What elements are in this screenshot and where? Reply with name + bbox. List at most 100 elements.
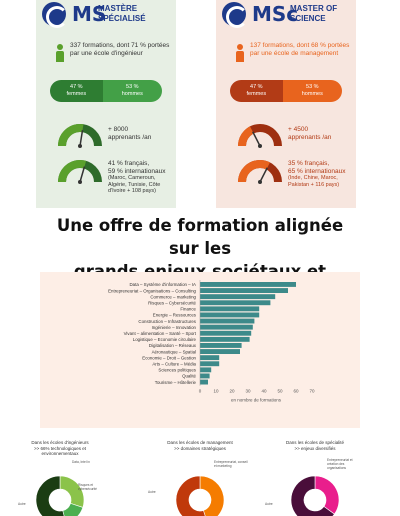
x-tick-label: 0 <box>199 389 202 394</box>
gauge-fill <box>238 126 254 147</box>
msc-logo-abbr: MSc <box>252 2 299 26</box>
bar-category-label: Risques – Cybersécurité <box>148 301 196 306</box>
donut-title-line1: Dans les écoles de management <box>167 440 233 445</box>
ms-men-label: hommes <box>121 91 143 97</box>
msc-learners-gauge-icon <box>238 124 282 148</box>
x-tick-label: 30 <box>245 389 251 394</box>
donut-management: Dans les écoles de management >> domaine… <box>148 440 250 516</box>
donut-slice <box>199 475 225 516</box>
person-icon <box>56 44 64 62</box>
msc-women-value: 47 % <box>250 84 263 90</box>
x-tick-label: 10 <box>213 389 219 394</box>
donut-label: Autre <box>18 502 26 506</box>
ms-gender-bar: 47 % femmes 53 % hommes <box>50 80 162 102</box>
bar <box>200 282 296 287</box>
bar-chart-svg: Data – Système d'information – IAEntrepr… <box>108 280 315 403</box>
donut-title-line1: Dans les écoles de spécialité <box>285 440 345 445</box>
msc-intl-line1: 35 % français, <box>288 160 330 167</box>
ms-logo-icon <box>42 2 68 28</box>
msc-logo-icon <box>222 2 248 28</box>
ms-men-segment: 53 % hommes <box>102 80 162 102</box>
gauge-fill <box>58 160 87 183</box>
donut-title: Dans les écoles de management >> domaine… <box>150 440 250 451</box>
section-headline: Une offre de formation alignée sur les g… <box>40 214 360 304</box>
bar <box>200 343 242 348</box>
bar-category-label: Ingénierie – Innovation <box>152 325 197 330</box>
ms-panel: MS Mastère spécialisé 337 formations, do… <box>36 0 176 208</box>
donut-title-line2: >> enjeux diversifiés <box>294 445 336 451</box>
ms-logo-text: Mastère spécialisé <box>98 4 146 23</box>
bar <box>200 330 252 336</box>
gauge-hub <box>78 180 82 184</box>
bar-category-label: Finance <box>180 307 196 312</box>
x-tick-label: 50 <box>277 389 283 394</box>
donut-svg <box>290 475 340 516</box>
bar-category-label: Digitalisation – Réseaux <box>149 343 197 348</box>
bar-category-label: Vivant – alimentation – Santé – Sport <box>124 331 197 336</box>
msc-women-segment: 47 % femmes <box>230 80 283 102</box>
msc-logo: MSc Master of Science <box>222 2 352 28</box>
gauge-needle <box>79 166 86 183</box>
donut-title: Dans les écoles de spécialité >> enjeux … <box>265 440 365 451</box>
bar-category-label: Sciences politiques <box>158 368 196 373</box>
donut-label: Entrepreneuriat, conseil et marketing <box>214 460 248 468</box>
bar <box>200 355 220 361</box>
ms-learners-text: + 8000 apprenants /an <box>108 126 174 141</box>
donut-title-line2: >> domaines stratégiques <box>174 445 226 451</box>
x-tick-label: 60 <box>293 389 299 394</box>
bar-category-label: Logistique – Economie circulaire <box>133 337 197 342</box>
gauge-hub <box>258 144 262 148</box>
donut-specialty: Dans les écoles de spécialité >> enjeux … <box>265 440 365 516</box>
msc-men-segment: 53 % hommes <box>282 80 342 102</box>
msc-learners-value: + 4500 <box>288 126 309 133</box>
ms-women-segment: 47 % femmes <box>50 80 103 102</box>
msc-men-value: 53 % <box>306 84 319 90</box>
donut-title: Dans les écoles d'ingénieurs >> 66% tech… <box>10 440 110 457</box>
bar <box>200 318 255 324</box>
msc-intl-text: 35 % français, 65 % internationaux (Inde… <box>288 160 354 188</box>
gauge-needle <box>252 131 261 147</box>
bar <box>200 312 260 318</box>
person-icon <box>236 44 244 62</box>
ms-intl-text: 41 % français, 59 % internationaux (Maro… <box>108 160 174 195</box>
x-axis-label: en nombre de formations <box>231 398 282 403</box>
gauge-needle <box>259 167 268 183</box>
msc-men-label: hommes <box>301 91 323 97</box>
ms-intl-detail: (Maroc, Cameroun, Algérie, Tunisie, Côte… <box>108 175 161 194</box>
msc-intl-line2: 65 % internationaux <box>288 167 346 175</box>
bar-category-label: Qualité <box>182 374 196 379</box>
ms-formations-text: 337 formations, dont 71 % portées par un… <box>70 42 170 57</box>
bar-category-label: Aéronautique – Spatial <box>152 349 196 354</box>
msc-logo-text: Master of Science <box>290 4 338 23</box>
msc-intl-gauge-icon <box>238 160 282 184</box>
ms-men-value: 53 % <box>126 84 139 90</box>
donut-svg <box>35 475 85 516</box>
bar <box>200 361 220 367</box>
ms-learners-value: + 8000 <box>108 126 129 133</box>
bar <box>200 336 250 342</box>
msc-gender-bar: 47 % femmes 53 % hommes <box>230 80 342 102</box>
donut-title-line3: environnementaux <box>41 451 79 456</box>
x-tick-label: 20 <box>229 389 235 394</box>
bar-chart: Data – Système d'information – IA Entrepr… <box>40 272 360 428</box>
ms-logo: MS Mastère spécialisé <box>42 2 172 28</box>
donut-label: Autre <box>148 490 156 494</box>
bar <box>200 300 271 306</box>
bar-category-label: Commerce – marketing <box>150 294 196 299</box>
bar-category-label: Energie – Ressources <box>153 313 197 318</box>
donut-label: Risques et cybersécurité <box>78 483 97 491</box>
msc-intl-detail: (Inde, Chine, Maroc, Pakistan + 116 pays… <box>288 175 340 188</box>
ms-learners-label: apprenants /an <box>108 133 152 141</box>
ms-intl-line2: 59 % internationaux <box>108 167 166 175</box>
gauge-fill <box>58 124 84 147</box>
gauge-needle <box>79 130 84 147</box>
ms-learners-gauge-icon <box>58 124 102 148</box>
donut-svg <box>175 475 225 516</box>
donut-title-line1: Dans les écoles d'ingénieurs <box>31 440 89 445</box>
bar <box>200 379 208 385</box>
msc-women-label: femmes <box>246 91 267 97</box>
bar-category-label: Tourisme – Hôtellerie <box>155 380 197 385</box>
donut-slice <box>62 503 84 516</box>
ms-intl-line1: 41 % français, <box>108 160 150 167</box>
msc-panel: MSc Master of Science 137 formations, do… <box>216 0 356 208</box>
